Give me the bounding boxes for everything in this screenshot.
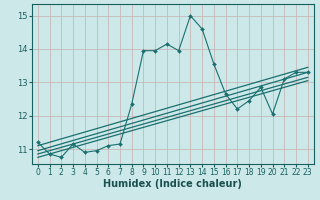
X-axis label: Humidex (Indice chaleur): Humidex (Indice chaleur)	[103, 179, 242, 189]
